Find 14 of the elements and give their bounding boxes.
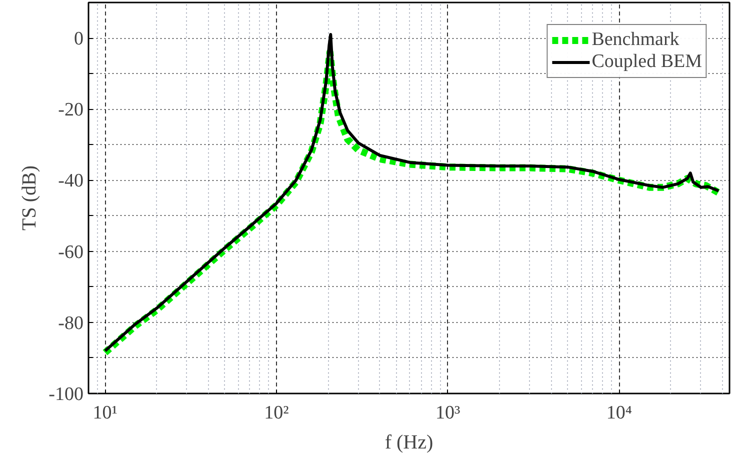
x-tick-label: 10¹ [92, 402, 118, 424]
y-tick-label: -100 [48, 384, 84, 405]
y-tick-label: -20 [58, 100, 84, 121]
y-tick-label: -40 [58, 170, 84, 192]
y-tick-label: -60 [58, 242, 84, 263]
legend-label: Benchmark [592, 29, 680, 51]
x-tick-label: 10⁴ [606, 402, 632, 424]
legend-label: Coupled BEM [592, 51, 702, 73]
x-tick-label: 10³ [436, 402, 461, 424]
x-tick-label: 10² [264, 402, 290, 424]
y-axis-title: TS (dB) [18, 166, 41, 230]
x-axis-title: f (Hz) [384, 432, 434, 454]
y-tick-label: -80 [58, 312, 84, 334]
y-tick-label: 0 [74, 28, 84, 50]
